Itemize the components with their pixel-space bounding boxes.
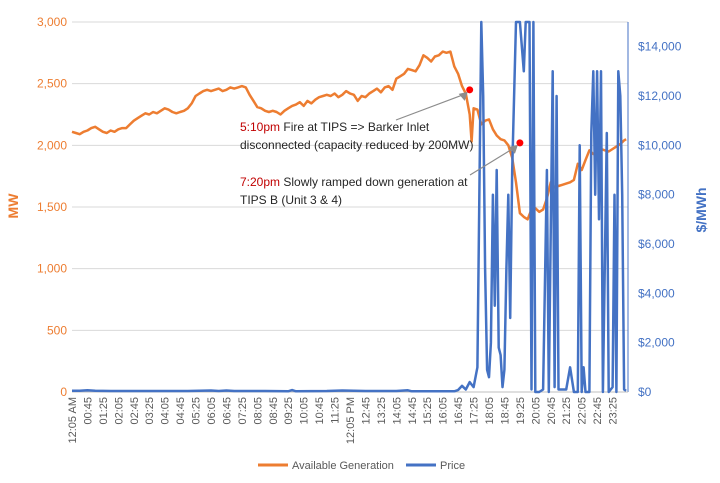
x-tick-label: 02:05 [113,397,125,425]
gridlines [72,21,629,393]
y-tick-label-right: $6,000 [638,237,675,251]
y-tick-label-left: 1,500 [37,200,67,214]
annotation-time: 5:10pm [240,120,280,134]
legend-label-generation: Available Generation [292,460,394,472]
annotation-arrow [469,146,517,176]
annotation-line2: TIPS B (Unit 3 & 4) [240,193,342,207]
y-tick-label-left: 500 [47,323,67,337]
annotation-line1: Fire at TIPS => Barker Inlet [280,120,430,134]
x-tick-label: 12:45 [360,397,372,425]
y-tick-label-right: $10,000 [638,138,682,152]
x-tick-label: 15:25 [422,397,434,425]
series [71,20,627,394]
legend-label-price: Price [440,460,465,472]
x-tick-label: 04:45 [175,397,187,425]
y-tick-label-left: 2,500 [37,77,67,91]
x-tick-label: 04:05 [160,397,172,425]
annotation-line1: Slowly ramped down generation at [280,175,468,189]
x-tick-label: 23:25 [608,397,620,425]
annotation-line2: disconnected (capacity reduced by 200MW) [240,138,473,152]
x-tick-label: 13:25 [376,397,388,425]
x-tick-label: 16:05 [438,397,450,425]
annotation-arrow [395,93,466,121]
x-tick-label: 01:25 [98,397,110,425]
x-tick-label: 18:45 [499,397,511,425]
x-tick-label: 12:05 AM [67,397,79,443]
x-tick-label: 20:45 [546,397,558,425]
y-tick-label-left: 1,000 [37,262,67,276]
x-tick-label: 03:25 [144,397,156,425]
x-tick-label: 18:05 [484,397,496,425]
annotation-text: 7:20pm Slowly ramped down generation at [240,175,468,189]
x-tick-label: 16:45 [453,397,465,425]
x-tick-label: 21:25 [561,397,573,425]
annotation-marker [516,139,524,147]
annotation-arrowhead [508,144,518,154]
annotation-text: 5:10pm Fire at TIPS => Barker Inlet [240,120,430,134]
y-tick-label-left: 0 [60,385,67,399]
annotation-time: 7:20pm [240,175,280,189]
x-tick-label: 08:05 [252,397,264,425]
x-tick-label: 12:05 PM [345,397,357,444]
y-tick-label-left: 2,000 [37,138,67,152]
x-tick-label: 07:25 [237,397,249,425]
series-line-price [72,20,627,394]
x-tick-label: 05:25 [191,397,203,425]
y-tick-label-right: $14,000 [638,40,682,54]
x-tick-label: 14:05 [391,397,403,425]
x-tick-label: 06:45 [221,397,233,425]
y-tick-label-right: $8,000 [638,188,675,202]
x-tick-label: 10:45 [314,397,326,425]
y-tick-label-right: $4,000 [638,286,675,300]
x-tick-label: 14:45 [407,397,419,425]
x-tick-label: 06:05 [206,397,218,425]
y-tick-label-left: 3,000 [37,15,67,29]
annotation-marker [466,86,474,94]
y-tick-label-right: $0 [638,385,652,399]
x-tick-label: 08:45 [268,397,280,425]
y-tick-label-right: $12,000 [638,89,682,103]
x-tick-label: 19:25 [515,397,527,425]
x-tick-label: 20:05 [530,397,542,425]
x-tick-label: 11:25 [330,397,342,424]
annotations: 5:10pm Fire at TIPS => Barker Inlet disco… [240,86,524,207]
tick-labels: 0 500 1,000 1,500 2,000 2,500 3,000 $0 $2,000 $4,… [37,15,682,444]
series-line-generation [71,50,627,221]
legend: Available Generation Price [258,460,465,472]
x-tick-label: 22:05 [577,397,589,425]
x-tick-label: 10:05 [299,397,311,425]
y-tick-label-right: $2,000 [638,336,675,350]
x-tick-label: 22:45 [592,397,604,425]
y-axis-title-right: $/MWh [693,187,709,232]
x-tick-label: 09:25 [283,397,295,425]
x-tick-label: 02:45 [129,397,141,425]
y-axis-title-left: MW [5,193,21,219]
annotation-arrowhead [458,91,468,101]
x-tick-label: 17:25 [469,397,481,425]
x-tick-label: 00:45 [82,397,94,425]
